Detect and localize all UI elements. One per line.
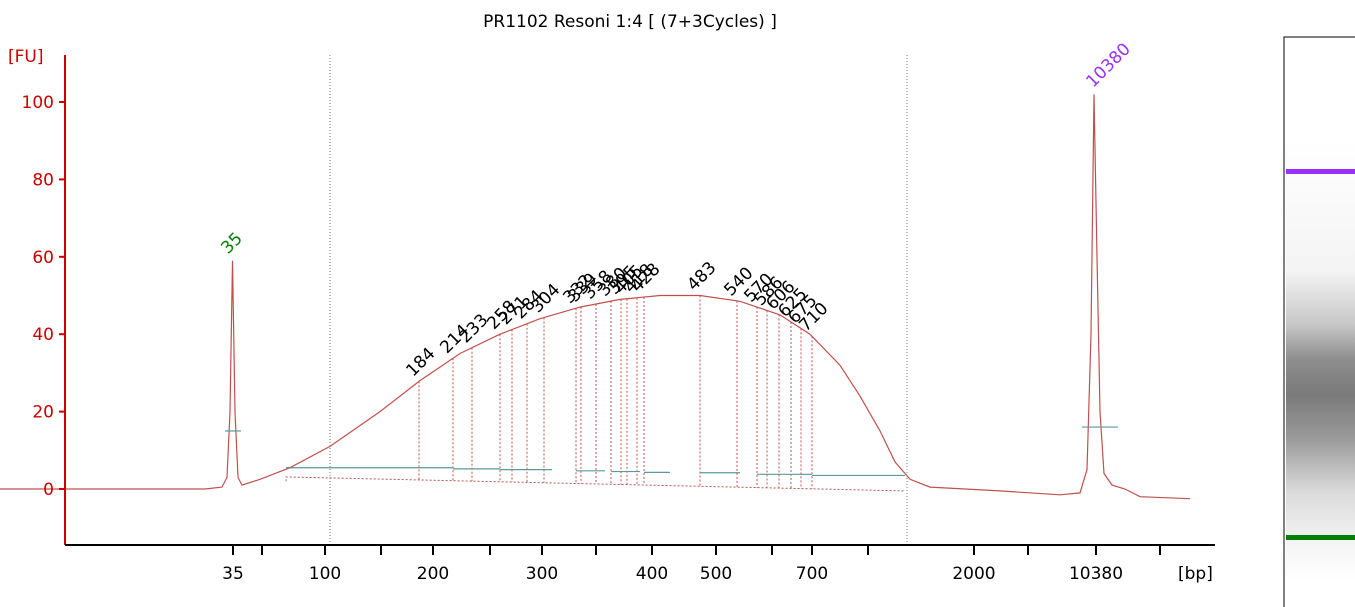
chart-title: PR1102 Resoni 1:4 [ (7+3Cycles) ] [483,12,777,32]
trace-line [0,94,1191,500]
x-tick-label-5: 500 [700,564,732,584]
marker-peaks: 35 10380 [217,39,1135,432]
x-tick-label-8: 10380 [1069,564,1123,584]
y-axis-unit: [FU] [8,47,44,67]
x-tick-label-6: 700 [796,564,828,584]
gel-upper-marker-band [1286,169,1355,174]
x-axis-unit: [bp] [1178,564,1213,584]
smear-region [285,295,906,492]
electropherogram-trace [0,94,1191,500]
y-tick-label-3: 60 [32,248,54,268]
y-tick-label-5: 100 [22,93,54,113]
x-tick-label-3: 300 [526,564,558,584]
vertical-guide-lines [329,55,908,545]
gel-image-panel [1283,36,1355,607]
peak-label-0: 184 [402,344,439,381]
x-tick-label-0: 35 [222,564,244,584]
y-tick-label-4: 80 [32,170,54,190]
x-tick-label-1: 100 [309,564,341,584]
peak-labels: 1842142332582712843043323393583803954054… [402,258,832,381]
peak-label-15: 483 [683,258,720,295]
y-tick-label-1: 20 [32,403,54,423]
x-tick-label-4: 400 [636,564,668,584]
gel-lane [1286,138,1355,580]
gel-lower-marker-band [1286,535,1355,540]
y-tick-label-2: 40 [32,325,54,345]
y-tick-label-0: 0 [43,480,54,500]
axes: 0 20 40 60 80 100 35 100 200 300 400 500 700 2000 1038… [22,55,1215,584]
marker-peak-label-1: 10380 [1082,39,1134,91]
marker-peak-label-0: 35 [217,229,246,258]
x-tick-label-7: 2000 [952,564,995,584]
x-tick-label-2: 200 [417,564,449,584]
region-lower-boundary [285,476,906,492]
